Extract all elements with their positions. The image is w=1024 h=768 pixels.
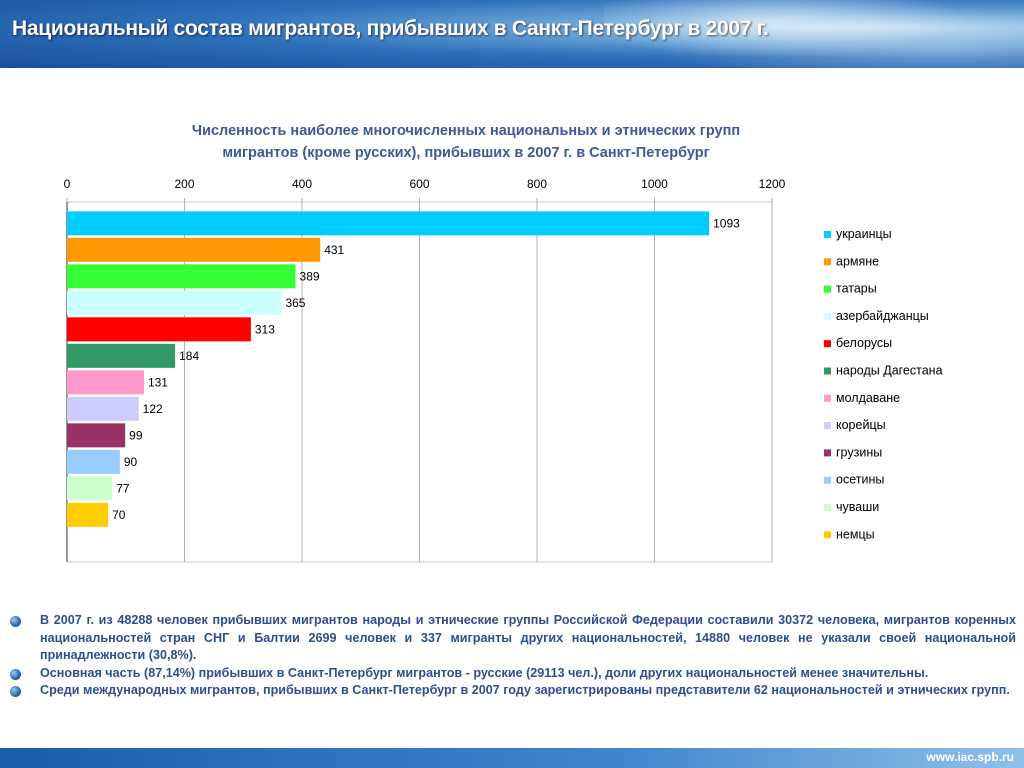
footer-url: www.iac.spb.ru (926, 750, 1014, 764)
bar-value-label: 77 (116, 481, 130, 495)
bar (67, 502, 109, 527)
bar (67, 290, 282, 315)
x-axis-ticks: 0 200 400 600 800 1000 1200 (64, 177, 786, 191)
note-text: Среди международных мигрантов, прибывших… (40, 683, 1010, 697)
bar-value-label: 365 (285, 296, 305, 310)
note-text: В 2007 г. из 48288 человек прибывших миг… (40, 613, 1016, 662)
legend-swatch (824, 422, 831, 430)
legend-swatch (824, 476, 831, 484)
page-title: Национальный состав мигрантов, прибывших… (12, 17, 769, 40)
x-tick-label: 0 (64, 177, 71, 191)
legend-label: немцы (836, 527, 875, 541)
legend-swatch (824, 312, 831, 320)
bar (67, 396, 139, 421)
bullet-icon (10, 686, 21, 697)
note-item: В 2007 г. из 48288 человек прибывших миг… (10, 612, 1016, 665)
notes-list: В 2007 г. из 48288 человек прибывших миг… (10, 612, 1016, 700)
bar (67, 237, 321, 262)
x-tick-label: 600 (409, 177, 429, 191)
legend-swatch (824, 504, 831, 511)
bar (67, 423, 126, 448)
legend-swatch (824, 340, 831, 348)
bar-value-label: 1093 (713, 216, 740, 230)
legend-label: татары (836, 282, 877, 296)
header-banner: Национальный состав мигрантов, прибывших… (0, 0, 1024, 68)
legend-label: армяне (836, 254, 879, 268)
bar (67, 317, 251, 342)
bar (67, 370, 144, 395)
bar (67, 264, 296, 289)
chart-title-line: мигрантов (кроме русских), прибывших в 2… (222, 145, 709, 161)
legend-label: белорусы (836, 336, 892, 350)
legend-swatch (824, 367, 831, 375)
x-tick-label: 400 (292, 177, 312, 191)
chart-title: Численность наиболее многочисленных наци… (192, 123, 740, 161)
legend-label: грузины (836, 445, 882, 459)
bullet-icon (10, 668, 21, 680)
bar (67, 211, 710, 236)
bar-value-label: 131 (148, 375, 168, 389)
bar-value-label: 122 (143, 402, 163, 416)
bar (67, 343, 176, 368)
legend-label: осетины (836, 473, 884, 487)
bar (67, 449, 120, 474)
note-item: Основная часть (87,14%) прибывших в Санк… (10, 665, 1016, 683)
legend-swatch (824, 285, 831, 293)
legend-label: народы Дагестана (836, 364, 943, 378)
bullet-icon (10, 616, 21, 627)
legend-label: корейцы (836, 418, 886, 432)
legend-label: молдаване (836, 391, 900, 405)
legend-swatch (824, 258, 831, 266)
bar-value-label: 90 (124, 455, 138, 469)
x-tick-label: 1200 (759, 177, 786, 191)
legend-swatch (824, 231, 831, 238)
legend-swatch (824, 531, 831, 539)
legend-label: украинцы (836, 227, 892, 241)
legend-label: азербайджанцы (836, 309, 929, 323)
x-tick-label: 1000 (641, 177, 668, 191)
legend-label: чуваши (836, 500, 879, 514)
bar-chart: Численность наиболее многочисленных наци… (64, 123, 943, 563)
bar (67, 476, 113, 501)
bar-value-label: 313 (255, 322, 275, 336)
world-map-decoration (604, 0, 1024, 68)
bar-value-label: 389 (300, 269, 320, 283)
note-text: Основная часть (87,14%) прибывших в Санк… (40, 665, 929, 680)
legend-swatch (824, 449, 831, 457)
x-tick-label: 200 (174, 177, 194, 191)
bar-value-label: 184 (179, 349, 199, 363)
bar-value-label: 99 (129, 428, 143, 442)
bar-value-label: 431 (324, 243, 344, 257)
x-tick-label: 800 (527, 177, 547, 191)
legend-swatch (824, 394, 831, 402)
chart-title-line: Численность наиболее многочисленных наци… (192, 123, 740, 139)
footer-bar: www.iac.spb.ru (0, 748, 1024, 768)
note-item: Среди международных мигрантов, прибывших… (10, 682, 1016, 700)
bar-value-label: 70 (112, 508, 126, 522)
chart-legend: украинцы армяне татары азербайджанцы белорус… (824, 227, 943, 541)
